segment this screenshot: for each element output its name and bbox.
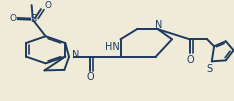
Text: S: S	[206, 64, 212, 74]
Text: O: O	[87, 72, 95, 82]
Text: HN: HN	[105, 42, 120, 52]
Text: S: S	[30, 14, 36, 24]
Text: O: O	[186, 55, 194, 65]
Text: N: N	[155, 20, 163, 30]
Text: O: O	[44, 1, 51, 10]
Text: N: N	[72, 50, 80, 60]
Text: O: O	[9, 14, 16, 23]
